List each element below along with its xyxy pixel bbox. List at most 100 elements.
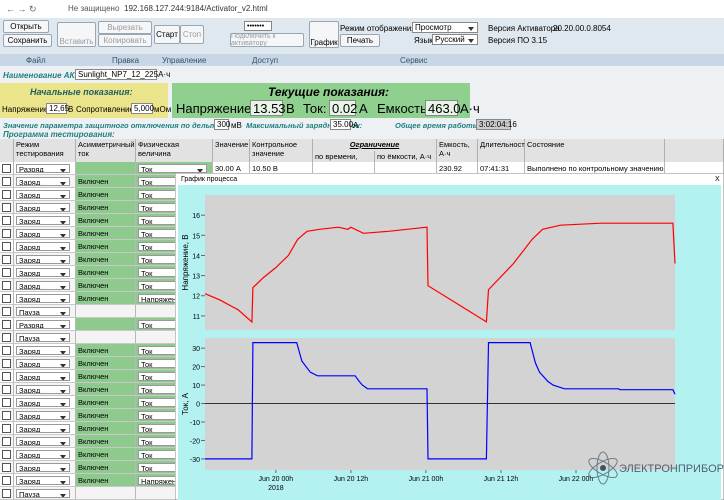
y-tick-label: 0 (196, 402, 200, 409)
row-checkbox[interactable] (2, 163, 11, 173)
cell-mode[interactable]: Заряд (16, 475, 70, 485)
row-checkbox[interactable] (2, 254, 11, 264)
cell-mode[interactable]: Заряд (16, 293, 70, 303)
start-button[interactable]: Старт (154, 25, 180, 44)
table-cell (0, 214, 14, 227)
cell-asym: Включен (78, 449, 109, 459)
cell-asym: Включен (78, 397, 109, 407)
cell-mode[interactable]: Заряд (16, 176, 70, 186)
table-cell (0, 370, 14, 383)
x-tick-label: Jun 21 00h (409, 476, 444, 483)
total-time-label: Общее время работы: (395, 121, 482, 130)
cell-mode[interactable]: Заряд (16, 397, 70, 407)
cell-mode[interactable]: Разряд (16, 319, 70, 329)
current-capacity-label: Емкость: (377, 101, 431, 116)
cell-asym: Включен (78, 410, 109, 420)
row-checkbox[interactable] (2, 410, 11, 420)
battery-input[interactable]: Sunlight_NP7_12_225А·ч (75, 69, 170, 80)
cell-mode[interactable]: Пауза (16, 332, 70, 342)
save-button[interactable]: Сохранить (3, 34, 52, 47)
cell-mode[interactable]: Заряд (16, 202, 70, 212)
stop-button[interactable]: Стоп (180, 25, 204, 44)
table-cell (0, 318, 14, 331)
initial-voltage: 12,65 (46, 103, 69, 114)
row-checkbox[interactable] (2, 436, 11, 446)
row-checkbox[interactable] (2, 423, 11, 433)
row-checkbox[interactable] (2, 384, 11, 394)
row-checkbox[interactable] (2, 319, 11, 329)
cell-mode[interactable]: Заряд (16, 215, 70, 225)
cell-mode[interactable]: Пауза (16, 488, 70, 498)
row-checkbox[interactable] (2, 241, 11, 251)
cell-mode[interactable]: Заряд (16, 423, 70, 433)
row-checkbox[interactable] (2, 189, 11, 199)
cell-mode[interactable]: Разряд (16, 163, 70, 173)
graph-button[interactable]: График (309, 21, 339, 48)
row-checkbox[interactable] (2, 332, 11, 342)
row-checkbox[interactable] (2, 488, 11, 498)
cell-control: 10.50 В (252, 163, 278, 173)
open-button[interactable]: Открыть (3, 20, 49, 33)
cut-button[interactable]: Вырезать (98, 21, 152, 34)
y-tick-label: -10 (190, 420, 200, 427)
cell-mode[interactable]: Заряд (16, 462, 70, 472)
cell-mode[interactable]: Заряд (16, 371, 70, 381)
x-tick-label: Jun 20 00h (259, 476, 294, 483)
cell-mode[interactable]: Заряд (16, 241, 70, 251)
cell-mode[interactable]: Заряд (16, 345, 70, 355)
cell-mode[interactable]: Заряд (16, 384, 70, 394)
cell-mode[interactable]: Заряд (16, 436, 70, 446)
url[interactable]: 192.168.127.244:9184/Activator_v2.html (124, 4, 268, 13)
print-button[interactable]: Печать (340, 34, 380, 47)
row-checkbox[interactable] (2, 202, 11, 212)
cell-mode[interactable]: Заряд (16, 228, 70, 238)
table-cell (0, 240, 14, 253)
table-cell: Заряд (14, 266, 76, 279)
table-cell: Заряд (14, 357, 76, 370)
language-select[interactable]: Русский (432, 34, 478, 45)
popup-close[interactable]: X (715, 176, 720, 183)
group-label: Сервис (400, 56, 428, 65)
row-checkbox[interactable] (2, 462, 11, 472)
row-checkbox[interactable] (2, 449, 11, 459)
row-checkbox[interactable] (2, 397, 11, 407)
table-cell (76, 305, 136, 318)
cell-mode[interactable]: Заряд (16, 280, 70, 290)
row-checkbox[interactable] (2, 176, 11, 186)
nav-icons[interactable]: ← → ↻ (6, 4, 37, 14)
row-checkbox[interactable] (2, 280, 11, 290)
display-mode-select[interactable]: Просмотр (412, 22, 478, 33)
table-header: по ёмкости, А·ч (375, 151, 437, 162)
password-input[interactable]: ••••••• (244, 21, 272, 31)
row-checkbox[interactable] (2, 293, 11, 303)
row-checkbox[interactable] (2, 306, 11, 316)
table-cell (0, 305, 14, 318)
table-cell (0, 409, 14, 422)
table-cell (0, 162, 14, 175)
cell-mode[interactable]: Пауза (16, 306, 70, 316)
cell-mode[interactable]: Заряд (16, 358, 70, 368)
cell-asym: Включен (78, 267, 109, 277)
cell-mode[interactable]: Заряд (16, 189, 70, 199)
table-header: Контрольное значение (250, 139, 313, 162)
row-checkbox[interactable] (2, 345, 11, 355)
row-checkbox[interactable] (2, 215, 11, 225)
copy-button[interactable]: Копировать (98, 34, 152, 47)
cell-quantity[interactable]: Ток (138, 163, 207, 173)
row-checkbox[interactable] (2, 228, 11, 238)
cell-mode[interactable]: Заряд (16, 449, 70, 459)
cell-asym: Включен (78, 189, 109, 199)
cell-mode[interactable]: Заряд (16, 410, 70, 420)
initial-voltage-unit: В (68, 105, 74, 114)
connect-button[interactable]: Подключить к активатору (230, 33, 304, 47)
table-cell (0, 357, 14, 370)
row-checkbox[interactable] (2, 371, 11, 381)
paste-button[interactable]: Вставить (57, 22, 96, 47)
y-tick-label: 15 (192, 233, 200, 240)
row-checkbox[interactable] (2, 267, 11, 277)
cell-mode[interactable]: Заряд (16, 254, 70, 264)
y-tick-label: 16 (192, 213, 200, 220)
cell-mode[interactable]: Заряд (16, 267, 70, 277)
row-checkbox[interactable] (2, 475, 11, 485)
row-checkbox[interactable] (2, 358, 11, 368)
